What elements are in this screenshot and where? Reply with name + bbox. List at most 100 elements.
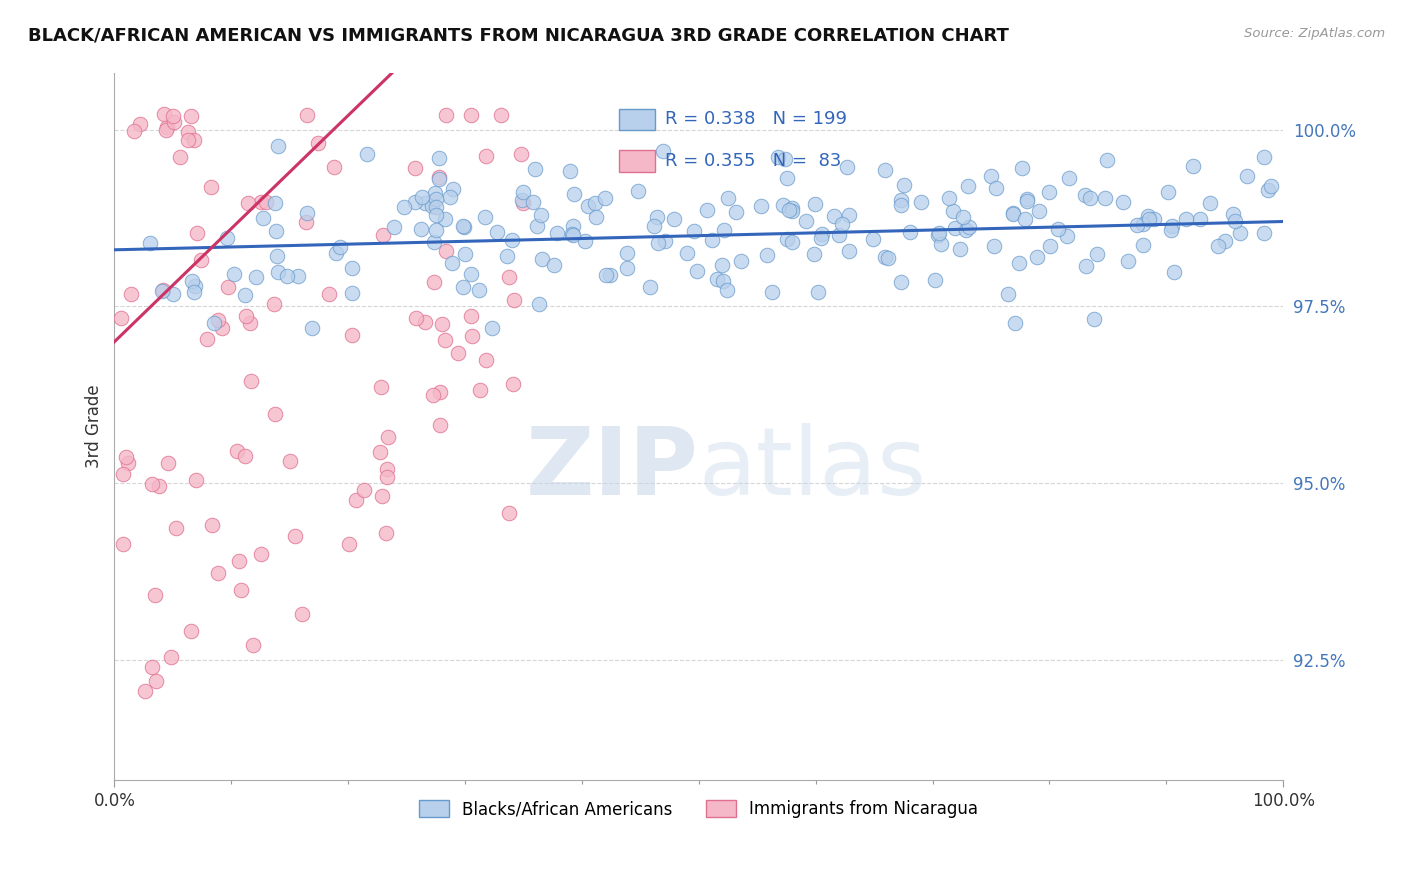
Point: [481, 320, 503, 334]
Point: [122, 124, 145, 138]
Point: [1085, 247, 1108, 261]
Point: [1163, 264, 1185, 278]
Point: [165, 521, 187, 535]
Point: [807, 285, 830, 300]
Point: [377, 470, 399, 484]
Point: [1223, 213, 1246, 227]
Point: [263, 195, 285, 210]
Point: [453, 219, 475, 234]
Point: [153, 107, 176, 121]
Point: [928, 226, 950, 240]
Point: [780, 202, 803, 216]
Point: [583, 196, 606, 211]
Point: [429, 385, 451, 400]
Point: [245, 270, 267, 285]
Point: [200, 180, 222, 194]
Point: [1132, 217, 1154, 231]
Point: [1011, 161, 1033, 175]
Point: [1046, 221, 1069, 235]
Point: [1213, 235, 1236, 249]
Point: [460, 267, 482, 281]
Point: [562, 219, 585, 233]
Point: [115, 450, 138, 464]
Point: [1038, 185, 1060, 199]
Point: [235, 309, 257, 323]
Point: [183, 133, 205, 147]
Point: [1236, 169, 1258, 183]
Point: [180, 109, 202, 123]
Point: [543, 258, 565, 272]
Point: [217, 280, 239, 294]
Legend: Blacks/African Americans, Immigrants from Nicaragua: Blacks/African Americans, Immigrants fro…: [412, 794, 986, 825]
Point: [420, 199, 443, 213]
Point: [441, 181, 464, 195]
Point: [162, 114, 184, 128]
Point: [117, 456, 139, 470]
Point: [375, 526, 398, 541]
Point: [461, 329, 484, 343]
Point: [460, 310, 482, 324]
Point: [595, 191, 617, 205]
Point: [434, 212, 457, 227]
Point: [430, 317, 453, 331]
Point: [284, 529, 307, 543]
Y-axis label: 3rd Grade: 3rd Grade: [86, 384, 103, 468]
Point: [325, 245, 347, 260]
Point: [377, 462, 399, 476]
Point: [295, 108, 318, 122]
Point: [1014, 211, 1036, 226]
Point: [983, 239, 1005, 253]
Point: [226, 443, 249, 458]
Point: [942, 204, 965, 219]
Point: [143, 588, 166, 602]
Point: [700, 233, 723, 247]
Point: [772, 198, 794, 212]
Point: [838, 208, 860, 222]
Point: [371, 489, 394, 503]
Point: [112, 536, 135, 550]
Text: ZIP: ZIP: [526, 423, 699, 515]
Point: [890, 193, 912, 207]
Point: [429, 171, 451, 186]
Point: [1039, 239, 1062, 253]
Point: [425, 192, 447, 206]
Point: [229, 583, 252, 598]
Point: [411, 222, 433, 236]
Point: [1222, 207, 1244, 221]
Point: [184, 279, 207, 293]
Point: [837, 160, 859, 174]
Point: [510, 147, 533, 161]
Point: [1002, 207, 1025, 221]
Point: [724, 204, 747, 219]
Point: [498, 507, 520, 521]
Point: [616, 261, 638, 276]
Point: [1143, 212, 1166, 227]
Point: [340, 285, 363, 300]
Point: [242, 639, 264, 653]
Point: [1083, 312, 1105, 326]
Point: [422, 388, 444, 402]
Point: [1260, 179, 1282, 194]
Point: [425, 200, 447, 214]
Point: [425, 209, 447, 223]
Point: [997, 286, 1019, 301]
Point: [503, 293, 526, 307]
Point: [250, 194, 273, 209]
Point: [510, 193, 533, 207]
Point: [1015, 192, 1038, 206]
Point: [898, 225, 921, 239]
Point: [782, 203, 804, 218]
Point: [794, 214, 817, 228]
Point: [1116, 254, 1139, 268]
Point: [429, 417, 451, 432]
Point: [1015, 194, 1038, 208]
Point: [160, 649, 183, 664]
Point: [468, 283, 491, 297]
Point: [924, 273, 946, 287]
Point: [371, 227, 394, 242]
Point: [873, 162, 896, 177]
Point: [491, 108, 513, 122]
Point: [1112, 194, 1135, 209]
Point: [875, 250, 897, 264]
Point: [645, 210, 668, 224]
